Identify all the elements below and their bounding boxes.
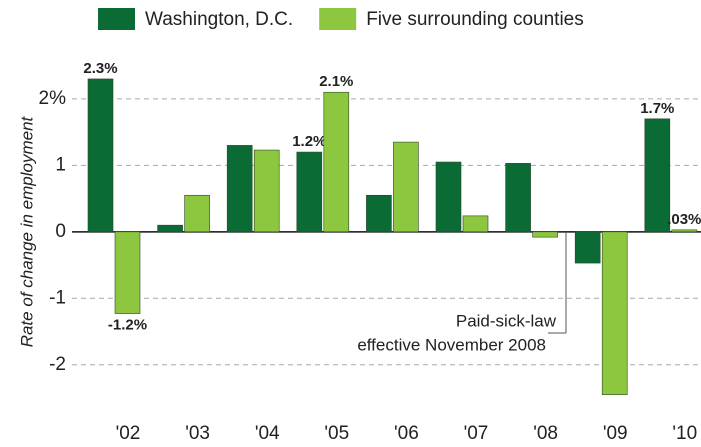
x-tick-label: '09 [603, 423, 628, 444]
bar [532, 231, 558, 238]
y-tick-label: 0 [55, 221, 66, 242]
legend-label: Washington, D.C. [145, 9, 293, 30]
y-tick-label: -2 [49, 354, 66, 375]
bar [462, 215, 489, 233]
bar [505, 163, 531, 233]
bar [114, 231, 141, 314]
value-label: .03% [667, 211, 701, 228]
value-label: 2.3% [83, 60, 117, 77]
legend-swatch [319, 8, 357, 30]
y-tick-label: 1 [55, 154, 66, 175]
bar [323, 91, 350, 233]
x-tick-label: '04 [255, 423, 280, 444]
y-axis-label: Rate of change in employment [17, 115, 36, 347]
x-tick-label: '02 [116, 423, 141, 444]
x-tick-label: '06 [394, 423, 419, 444]
x-tick-label: '05 [324, 423, 349, 444]
annotation: Paid-sick-law [456, 311, 557, 330]
bar [253, 149, 280, 233]
bar [296, 151, 323, 233]
legend-swatch [98, 8, 135, 30]
x-tick-label: '10 [672, 423, 697, 444]
y-tick-label: 2% [39, 88, 67, 109]
value-label: -1.2% [108, 317, 147, 334]
x-tick-label: '07 [464, 423, 489, 444]
bar [87, 78, 114, 233]
bar [671, 229, 698, 233]
bar [226, 145, 253, 233]
bar [601, 231, 628, 395]
value-label: 1.2% [292, 133, 326, 150]
value-label: 1.7% [640, 100, 674, 117]
bar [393, 141, 419, 233]
legend-label: Five surrounding counties [366, 9, 584, 30]
x-tick-label: '03 [185, 423, 210, 444]
annotation: effective November 2008 [357, 335, 546, 354]
bar [366, 194, 392, 233]
bar [157, 224, 183, 233]
bar [435, 161, 462, 233]
bar [574, 231, 601, 264]
y-tick-label: -1 [49, 287, 66, 308]
bar [644, 118, 671, 233]
bar [184, 194, 210, 233]
value-label: 2.1% [319, 73, 353, 90]
x-tick-label: '08 [533, 423, 558, 444]
